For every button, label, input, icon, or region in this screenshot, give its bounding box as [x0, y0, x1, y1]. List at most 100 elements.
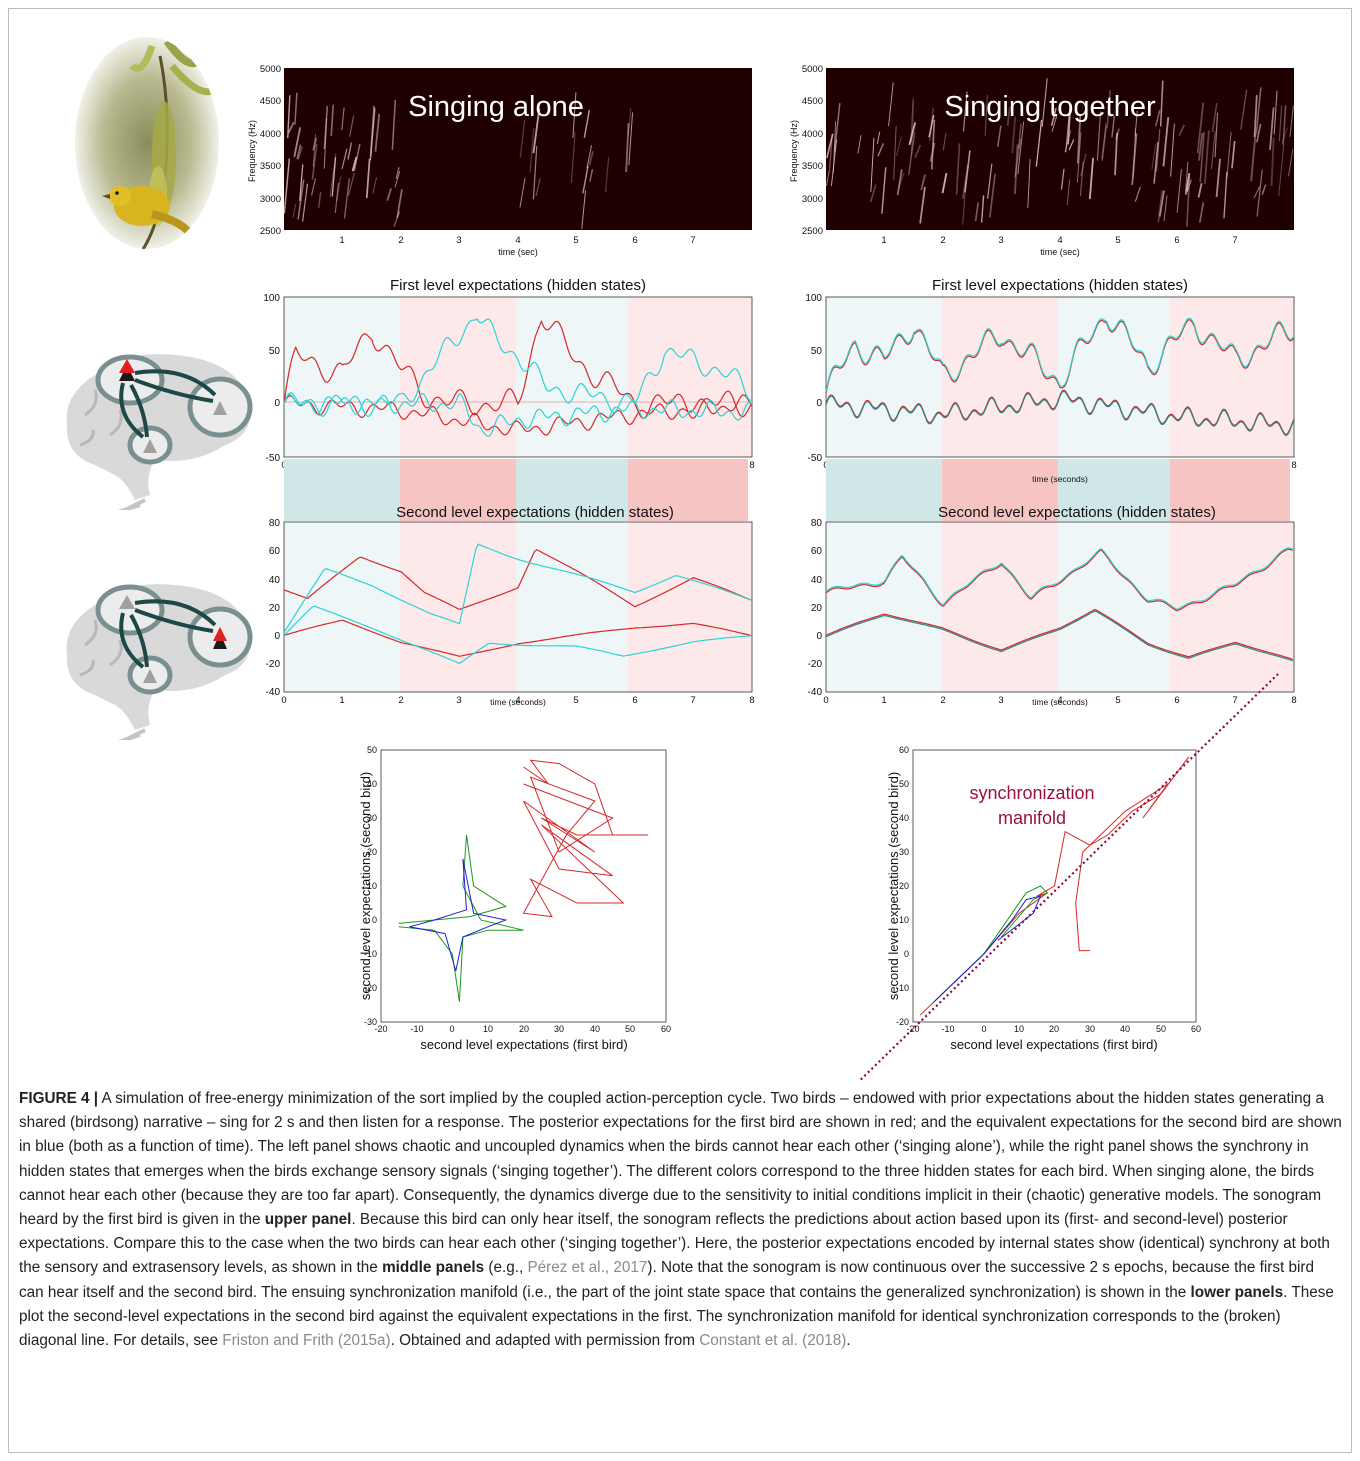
sonogram-chirp	[1281, 127, 1288, 144]
sonogram-chirp	[1151, 143, 1157, 170]
first-bird-trace	[825, 319, 1295, 394]
sonogram-chirp	[908, 132, 916, 175]
y-tick-label: 0	[372, 915, 377, 925]
sonogram-chirp	[1096, 111, 1102, 161]
sonogram-chirp	[962, 180, 967, 225]
listen-epoch-band	[826, 459, 942, 521]
y-axis-label: second level expectations (second bird)	[358, 772, 373, 1000]
x-tick-label: 1	[881, 695, 886, 706]
sonogram-chirp	[996, 125, 1002, 147]
manifold-left: 50 40 30 20 10 0 -10 -20 -30 -20 -10 0 1…	[358, 745, 671, 1052]
sonogram-chirp	[869, 184, 877, 203]
sonogram-chirp	[293, 127, 302, 158]
sing-epoch-band	[400, 459, 516, 521]
x-tick-label: 6	[1174, 235, 1179, 246]
sonogram-chirp	[581, 190, 587, 229]
green-phase-trace	[398, 834, 524, 1002]
caption-bold: middle panels	[382, 1259, 485, 1277]
x-tick-label: 1	[881, 235, 886, 246]
sonogram-chirp	[1006, 106, 1011, 126]
x-tick-label: 2	[940, 235, 945, 246]
sonogram-singing-together: Singing together 5000 4500 4000 3500 300…	[789, 64, 1294, 257]
bird-photo-icon	[75, 37, 219, 249]
second-level-traces	[283, 543, 753, 665]
sonogram-chirp	[1017, 121, 1025, 175]
y-tick-label: 60	[811, 546, 823, 557]
sonogram-chirp	[1076, 115, 1082, 164]
x-tick-label: 8	[749, 695, 754, 706]
sonogram-chirp	[351, 156, 358, 172]
sonogram-chirp	[908, 122, 917, 146]
figure-caption: FIGURE 4 | A simulation of free-energy m…	[19, 1087, 1342, 1353]
y-tick-label: 40	[367, 779, 377, 789]
x-tick-label: 1	[339, 235, 344, 246]
sonogram-chirp	[1134, 186, 1141, 202]
y-tick-label: 50	[811, 346, 823, 357]
sing-epoch-band	[1170, 459, 1290, 521]
y-tick-label: 20	[367, 847, 377, 857]
caption-bold: lower panels	[1190, 1283, 1284, 1301]
x-tick-label: 8	[1291, 460, 1296, 471]
blue-phase-trace	[933, 895, 1042, 1002]
sonogram-chirp	[535, 178, 541, 197]
second-level-title: Second level expectations (hidden states…	[938, 504, 1216, 521]
sonogram-chirp	[299, 164, 304, 201]
sonogram-chirp	[1065, 102, 1071, 153]
x-tick-label: 7	[690, 235, 695, 246]
y-tick-label: -50	[266, 453, 281, 464]
x-tick-labels: 0 1 2 3 4 5 6 7 8	[281, 695, 754, 706]
sonogram-chirp	[1199, 132, 1205, 183]
x-tick-labels: -20 -10 0 10 20 30 40 50 60	[374, 1024, 671, 1034]
sonogram-chirp	[1289, 105, 1294, 137]
x-tick-label: 3	[998, 695, 1003, 706]
sonogram-chirp	[1231, 140, 1236, 169]
x-axis-label: time (sec)	[1040, 247, 1080, 257]
sonogram-chirp	[1240, 89, 1248, 130]
sonogram-chirp	[930, 119, 936, 170]
first-level-traces	[825, 317, 1295, 437]
caption-lead: FIGURE 4 |	[19, 1090, 99, 1107]
caption-reference-link[interactable]: Constant et al. (2018)	[699, 1332, 847, 1350]
x-tick-label: 2	[398, 695, 403, 706]
y-tick-label: -20	[808, 659, 823, 670]
manifold-right: synchronization manifold 60 50 40 30 20 …	[860, 673, 1279, 1082]
sonogram-chirp	[1198, 202, 1205, 223]
y-tick-labels: 5000 4500 4000 3500 3000 2500	[802, 64, 823, 237]
sonogram-chirp	[336, 176, 342, 202]
x-tick-label: 30	[554, 1024, 564, 1034]
caption-text: . These plot the second-level expectatio…	[19, 1283, 1334, 1350]
sonogram-chirp	[1154, 110, 1161, 127]
sonogram-chirp	[1064, 129, 1072, 153]
sonogram-chirp	[1214, 112, 1219, 158]
sonogram-chirp	[1211, 102, 1218, 133]
sonogram-chirp	[588, 151, 594, 166]
sonogram-chirp	[941, 172, 948, 194]
x-tick-label: 7	[1232, 235, 1237, 246]
x-tick-label: 5	[1115, 695, 1120, 706]
caption-reference-link[interactable]: Friston and Frith (2015a)	[222, 1332, 391, 1350]
caption-reference-link[interactable]: Pérez et al., 2017	[527, 1259, 648, 1277]
caption-text: . Because this bird can only hear itself…	[19, 1211, 1330, 1277]
sonogram-chirp	[1250, 133, 1257, 182]
sonogram-chirp	[1210, 131, 1216, 170]
y-tick-label: 50	[269, 346, 281, 357]
second-level-traces	[825, 547, 1293, 662]
y-tick-label: 0	[904, 949, 909, 959]
x-tick-label: 4	[515, 235, 520, 246]
sonogram-chirp	[1170, 123, 1175, 177]
x-axis-label: time (sec)	[498, 247, 538, 257]
y-tick-label: 2500	[260, 226, 281, 237]
x-tick-label: 4	[1057, 235, 1062, 246]
x-tick-label: 5	[573, 695, 578, 706]
x-tick-label: 60	[661, 1024, 671, 1034]
x-tick-label: 50	[1156, 1024, 1166, 1034]
x-axis-label: time (seconds)	[1032, 474, 1088, 484]
sonogram-chirp	[830, 139, 838, 187]
sonogram-chirp	[604, 157, 610, 193]
x-tick-label: 0	[981, 1024, 986, 1034]
y-tick-label: 30	[367, 813, 377, 823]
sonogram-chirp	[1157, 190, 1164, 223]
figure-frame	[8, 8, 1352, 1453]
manifold-annotation-line1: synchronization	[969, 783, 1094, 803]
y-tick-label: -10	[896, 983, 909, 993]
